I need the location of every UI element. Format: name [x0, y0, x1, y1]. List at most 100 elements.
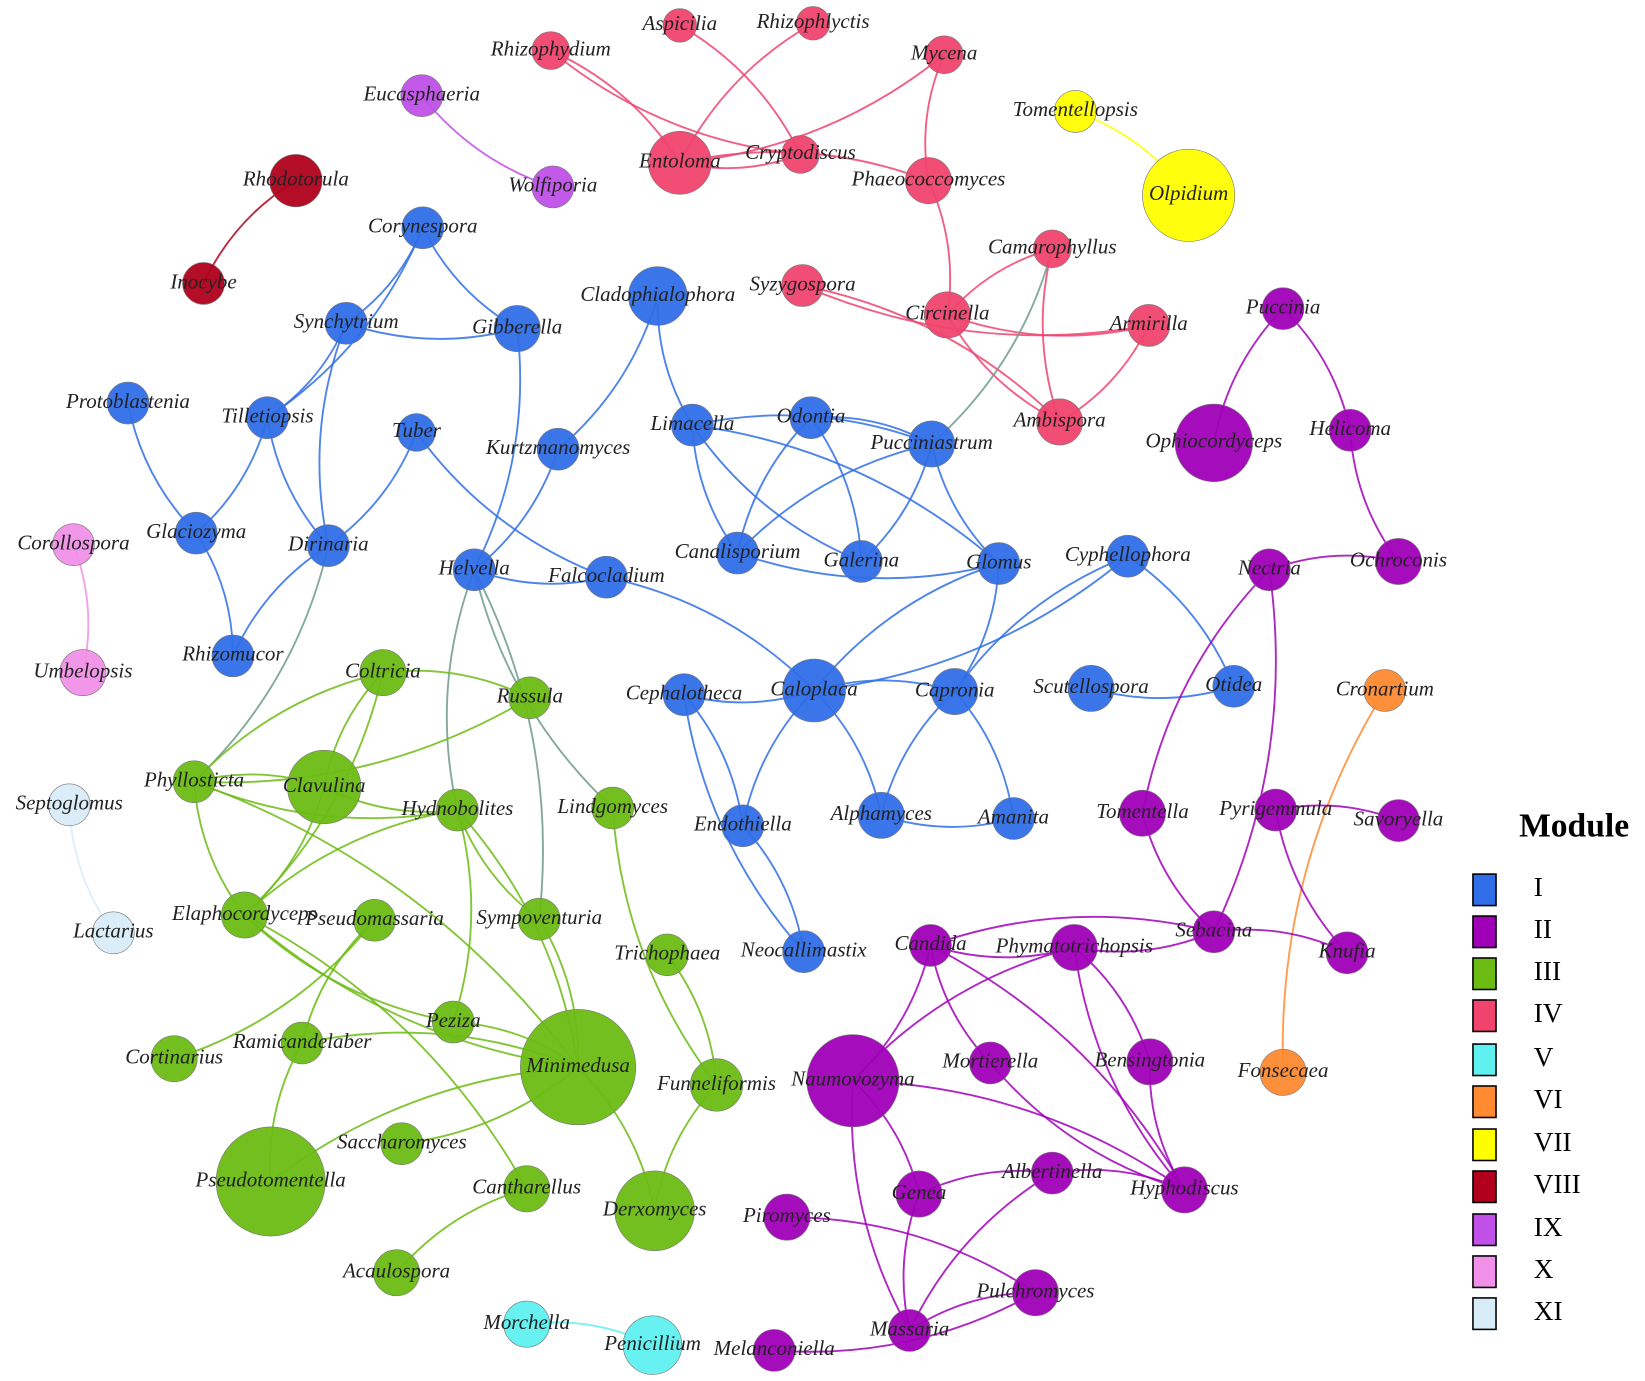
- node-label: Trichophaea: [614, 941, 720, 965]
- node: [781, 135, 820, 174]
- node-label: Otidea: [1205, 672, 1262, 696]
- edge: [786, 1216, 1036, 1294]
- node: [662, 8, 697, 43]
- node: [905, 157, 952, 205]
- node-label: Kurtzmanomyces: [485, 435, 630, 459]
- legend-label: II: [1534, 914, 1552, 944]
- node: [211, 634, 255, 678]
- node: [614, 1170, 695, 1252]
- node: [628, 266, 688, 326]
- node: [1050, 924, 1098, 971]
- node-label: Rhizophydium: [490, 36, 611, 60]
- node: [359, 649, 407, 697]
- node-label: Scutellospora: [1033, 674, 1148, 698]
- edge: [301, 919, 376, 1044]
- node-label: Endothiella: [693, 812, 792, 836]
- node: [622, 1315, 683, 1375]
- edge: [452, 809, 473, 1023]
- node-label: Glaciozyma: [146, 519, 246, 543]
- legend-title: Module: [1519, 808, 1629, 845]
- node-label: Cortinarius: [125, 1045, 223, 1069]
- node: [1126, 1038, 1174, 1086]
- edge: [1141, 569, 1271, 814]
- node-label: Sympoventuria: [476, 905, 602, 929]
- edge: [606, 576, 815, 692]
- node: [503, 1300, 551, 1348]
- node-label: Phyllosticta: [143, 768, 244, 792]
- node: [1067, 665, 1115, 712]
- node: [923, 291, 971, 339]
- node: [353, 898, 396, 942]
- node-label: Penicillium: [603, 1331, 701, 1355]
- node-label: Olpidium: [1149, 181, 1228, 205]
- node-label: Morchella: [482, 1310, 570, 1334]
- node: [1127, 304, 1171, 347]
- legend-swatch: [1472, 1128, 1497, 1162]
- edge: [930, 915, 1215, 947]
- node-label: Glomus: [966, 549, 1031, 573]
- node-label: Odontia: [777, 404, 846, 428]
- node-label: Lindgomyces: [556, 794, 668, 818]
- legend-label: IX: [1534, 1212, 1563, 1242]
- node-label: Circinella: [905, 301, 989, 325]
- node: [106, 381, 150, 425]
- node-label: Syzygospora: [750, 271, 856, 295]
- node: [1036, 398, 1083, 446]
- node: [150, 1035, 198, 1083]
- node: [531, 31, 570, 70]
- legend-swatch: [1472, 915, 1497, 949]
- edge: [473, 448, 560, 571]
- node: [174, 511, 218, 555]
- edge: [908, 1172, 1053, 1331]
- node-label: Candida: [894, 931, 966, 955]
- edge: [679, 54, 945, 164]
- node-label: Piromyces: [742, 1203, 831, 1227]
- node: [172, 760, 216, 804]
- node: [789, 396, 833, 440]
- node: [969, 1041, 1012, 1085]
- node-label: Albertinella: [1000, 1159, 1102, 1183]
- legend-label: X: [1534, 1254, 1554, 1284]
- node-label: Massaria: [869, 1316, 949, 1340]
- node-label: Tomentellopsis: [1013, 97, 1138, 121]
- node-label: Ambispora: [1012, 408, 1106, 432]
- node-label: Saccharomyces: [337, 1130, 467, 1154]
- node: [1030, 1151, 1074, 1195]
- node-label: Hydnobolites: [400, 796, 513, 820]
- node-label: Rhodotorula: [242, 166, 349, 190]
- node: [380, 1122, 424, 1166]
- node: [503, 1165, 551, 1213]
- node: [992, 797, 1035, 840]
- node: [1254, 788, 1298, 832]
- node: [752, 1329, 796, 1372]
- node: [1119, 789, 1166, 837]
- node: [1106, 534, 1150, 578]
- node: [857, 791, 905, 839]
- node: [806, 1034, 900, 1128]
- node-label: Capronia: [915, 677, 995, 701]
- node-label: Funneliformis: [656, 1071, 776, 1095]
- node-label: Coltricia: [345, 658, 421, 682]
- node-label: Genea: [892, 1180, 947, 1204]
- node-label: Cladophialophora: [580, 282, 735, 306]
- legend-label: XI: [1534, 1296, 1563, 1326]
- node-label: Russula: [496, 684, 563, 708]
- edge: [318, 322, 348, 546]
- node: [977, 542, 1021, 585]
- node: [662, 673, 706, 716]
- node-label: Melanconiella: [713, 1336, 835, 1360]
- node-label: Naumovozyma: [790, 1067, 914, 1091]
- edge: [852, 1079, 1185, 1191]
- node: [1161, 1166, 1208, 1214]
- node: [671, 403, 714, 447]
- node: [1033, 229, 1072, 269]
- edge: [193, 780, 579, 1068]
- node-label: Savoryella: [1354, 806, 1444, 830]
- node: [721, 804, 765, 848]
- legend-label: V: [1534, 1042, 1554, 1072]
- node: [536, 427, 580, 471]
- edge: [947, 314, 1149, 337]
